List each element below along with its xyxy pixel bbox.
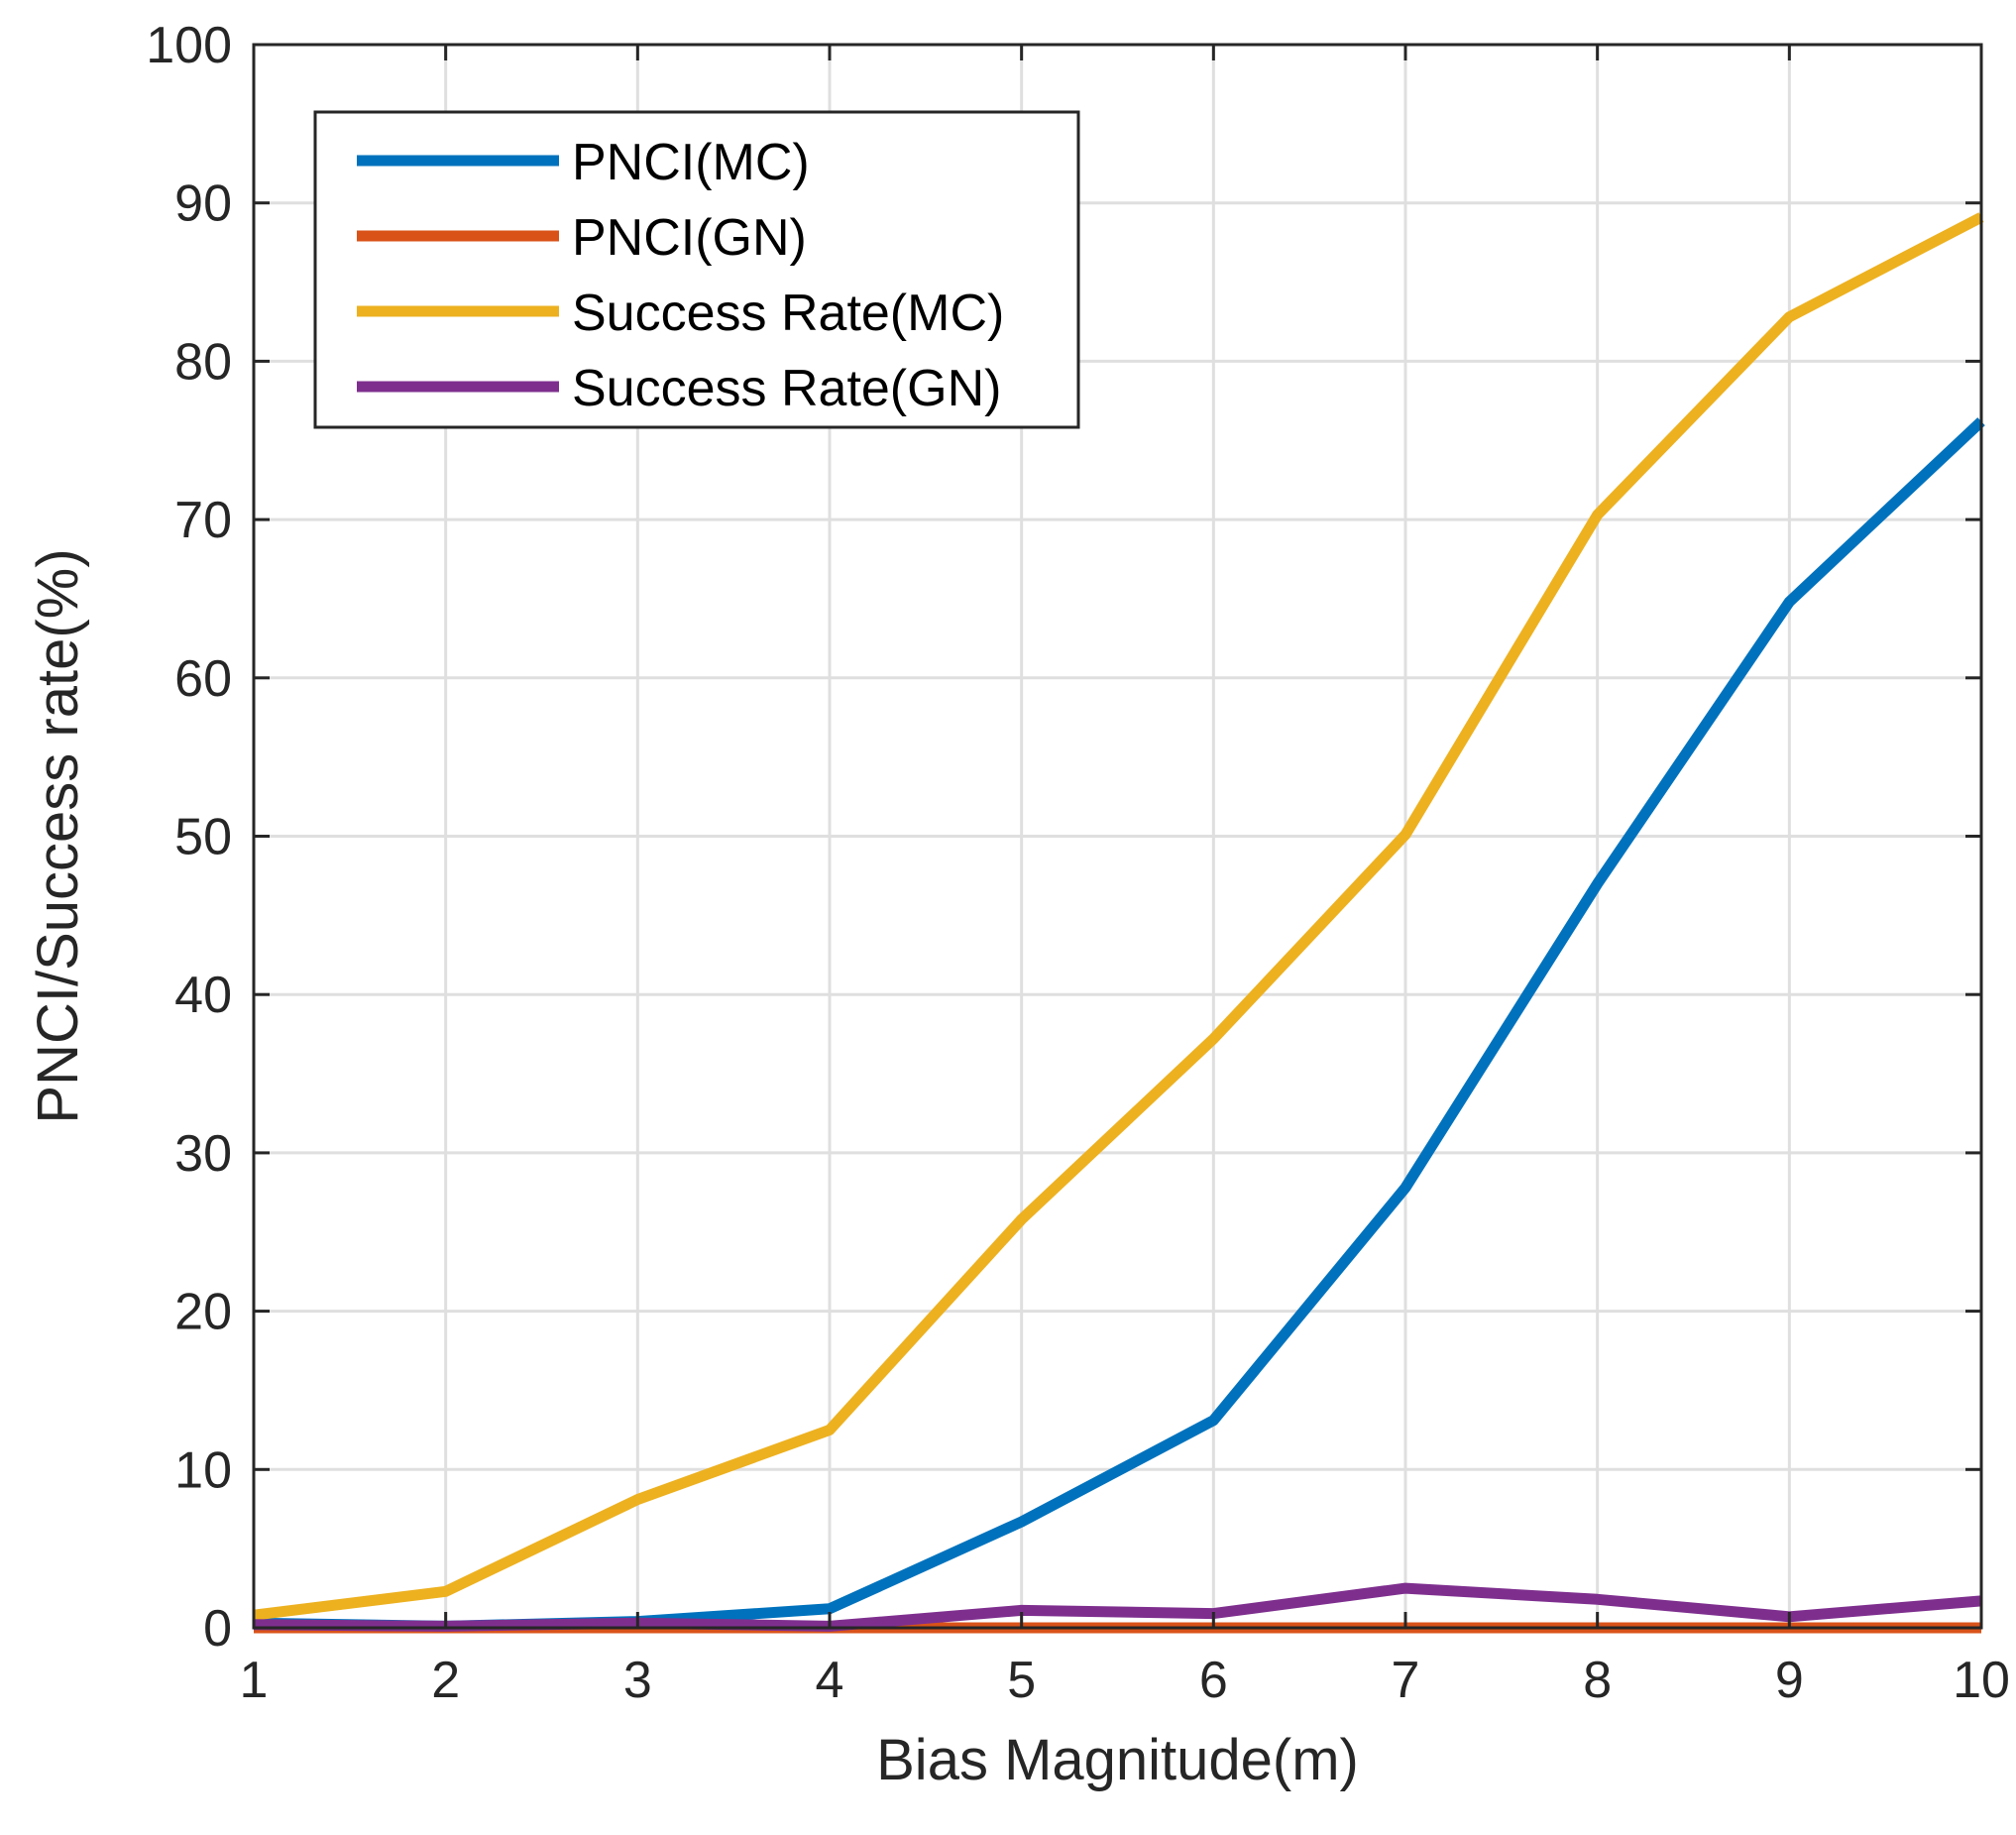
- x-tick-label: 1: [240, 1652, 269, 1709]
- y-tick-label: 40: [174, 967, 232, 1024]
- y-tick-label: 10: [174, 1441, 232, 1499]
- y-tick-label: 20: [174, 1284, 232, 1341]
- y-tick-label: 60: [174, 650, 232, 708]
- x-tick-label: 8: [1583, 1652, 1612, 1709]
- series-line-success-rate-mc: [253, 212, 1984, 1621]
- legend-label: PNCI(GN): [572, 209, 807, 267]
- series-line-success-rate-gn: [253, 1582, 1982, 1632]
- x-tick-label: 9: [1775, 1652, 1804, 1709]
- x-tick-label: 5: [1007, 1652, 1036, 1709]
- y-tick-label: 0: [203, 1600, 232, 1658]
- y-tick-label: 80: [174, 333, 232, 391]
- x-tick-label: 10: [1953, 1652, 2010, 1709]
- y-tick-label: 100: [146, 17, 232, 74]
- x-tick-label: 3: [623, 1652, 652, 1709]
- x-tick-label: 7: [1392, 1652, 1420, 1709]
- legend: PNCI(MC) PNCI(GN) Success Rate(MC) Success …: [313, 110, 1080, 429]
- y-tick-label: 30: [174, 1125, 232, 1183]
- legend-label: Success Rate(GN): [572, 360, 1001, 417]
- x-tick-label: 4: [816, 1652, 844, 1709]
- x-tick-label: 6: [1199, 1652, 1228, 1709]
- legend-label: PNCI(MC): [572, 134, 810, 191]
- legend-label: Success Rate(MC): [572, 285, 1004, 342]
- y-tick-label: 50: [174, 809, 232, 866]
- x-tick-label: 2: [431, 1652, 460, 1709]
- y-tick-label: 90: [174, 175, 232, 233]
- x-axis-title: Bias Magnitude(m): [876, 1728, 1359, 1792]
- y-tick-label: 70: [174, 492, 232, 549]
- y-axis-title: PNCI/Success rate(%): [26, 548, 90, 1123]
